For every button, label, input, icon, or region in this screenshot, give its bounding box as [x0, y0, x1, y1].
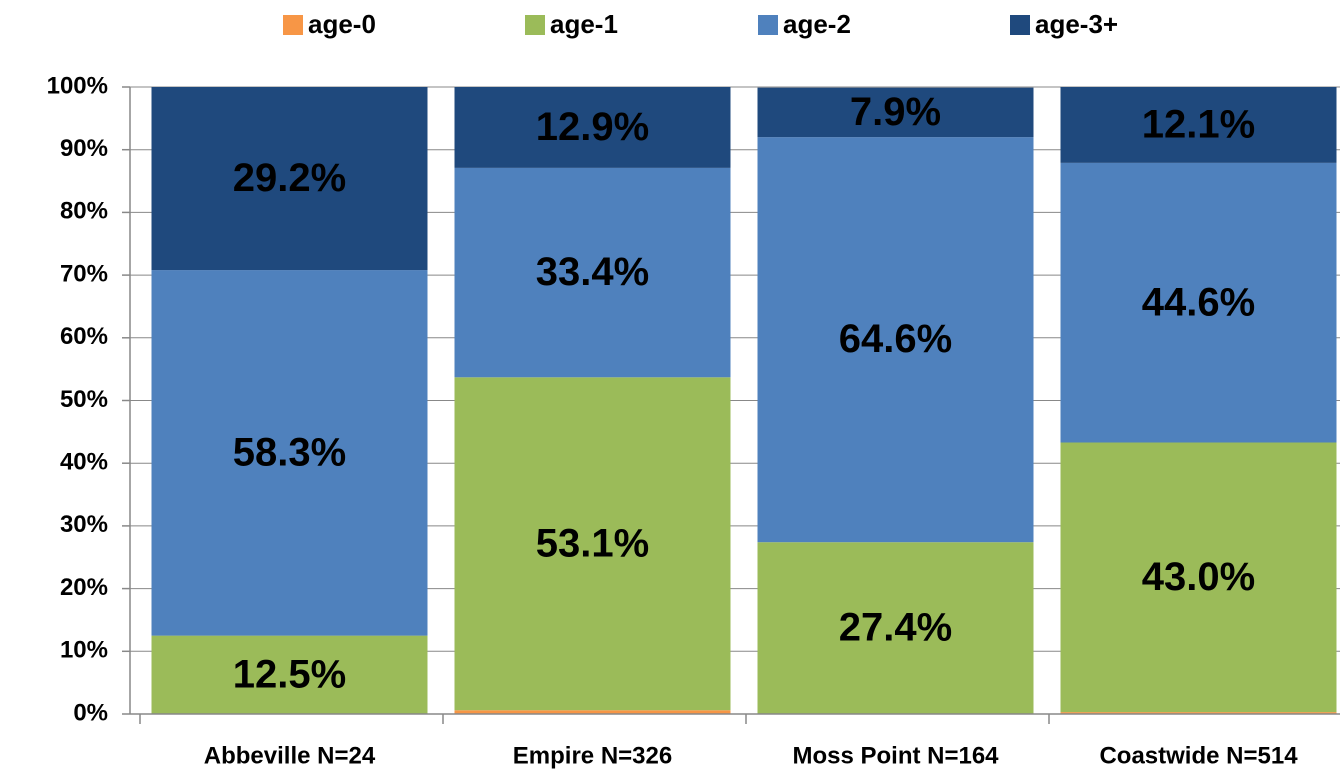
y-tick-label: 20% [60, 574, 108, 601]
bar-segment [757, 137, 1034, 543]
legend-swatch [758, 15, 778, 35]
legend-swatch [525, 15, 545, 35]
y-tick-label: 60% [60, 323, 108, 350]
bar-segment [151, 270, 428, 636]
bar-segment [1060, 162, 1337, 443]
legend-label: age-3+ [1035, 9, 1118, 39]
data-label: 27.4% [839, 606, 952, 650]
data-label: 44.6% [1142, 280, 1255, 324]
y-tick-label: 80% [60, 198, 108, 225]
data-label: 29.2% [233, 156, 346, 200]
bar-segment [151, 635, 428, 714]
bar-segment [454, 167, 731, 378]
x-tick-label: Abbeville N=24 [204, 742, 376, 769]
y-tick-label: 50% [60, 386, 108, 413]
y-tick-label: 70% [60, 260, 108, 287]
bar-segment [757, 542, 1034, 714]
bar-segment [454, 87, 731, 168]
data-label: 33.4% [536, 250, 649, 294]
data-label: 64.6% [839, 317, 952, 361]
legend-label: age-1 [550, 9, 618, 39]
y-tick-label: 90% [60, 135, 108, 162]
x-tick-label: Coastwide N=514 [1099, 742, 1298, 769]
x-tick-label: Empire N=326 [513, 742, 672, 769]
bar-segment [454, 377, 731, 711]
legend-label: age-2 [783, 9, 851, 39]
data-label: 53.1% [536, 521, 649, 565]
legend-swatch [1010, 15, 1030, 35]
y-tick-label: 0% [73, 699, 108, 726]
data-label: 12.9% [536, 105, 649, 149]
y-tick-label: 40% [60, 449, 108, 476]
x-tick-label: Moss Point N=164 [792, 742, 999, 769]
data-label: 7.9% [850, 90, 941, 134]
data-label: 43.0% [1142, 555, 1255, 599]
data-label: 12.1% [1142, 102, 1255, 146]
data-label: 58.3% [233, 430, 346, 474]
y-tick-label: 10% [60, 637, 108, 664]
bar-segment [1060, 87, 1337, 163]
bar-segment [757, 87, 1034, 138]
bar-segment [1060, 712, 1337, 714]
y-tick-label: 30% [60, 511, 108, 538]
legend-label: age-0 [308, 9, 376, 39]
bar-segment [454, 710, 731, 714]
y-tick-label: 100% [47, 72, 108, 99]
bar-segment [151, 87, 428, 271]
legend-swatch [283, 15, 303, 35]
data-label: 12.5% [233, 652, 346, 696]
bar-segment [1060, 442, 1337, 713]
